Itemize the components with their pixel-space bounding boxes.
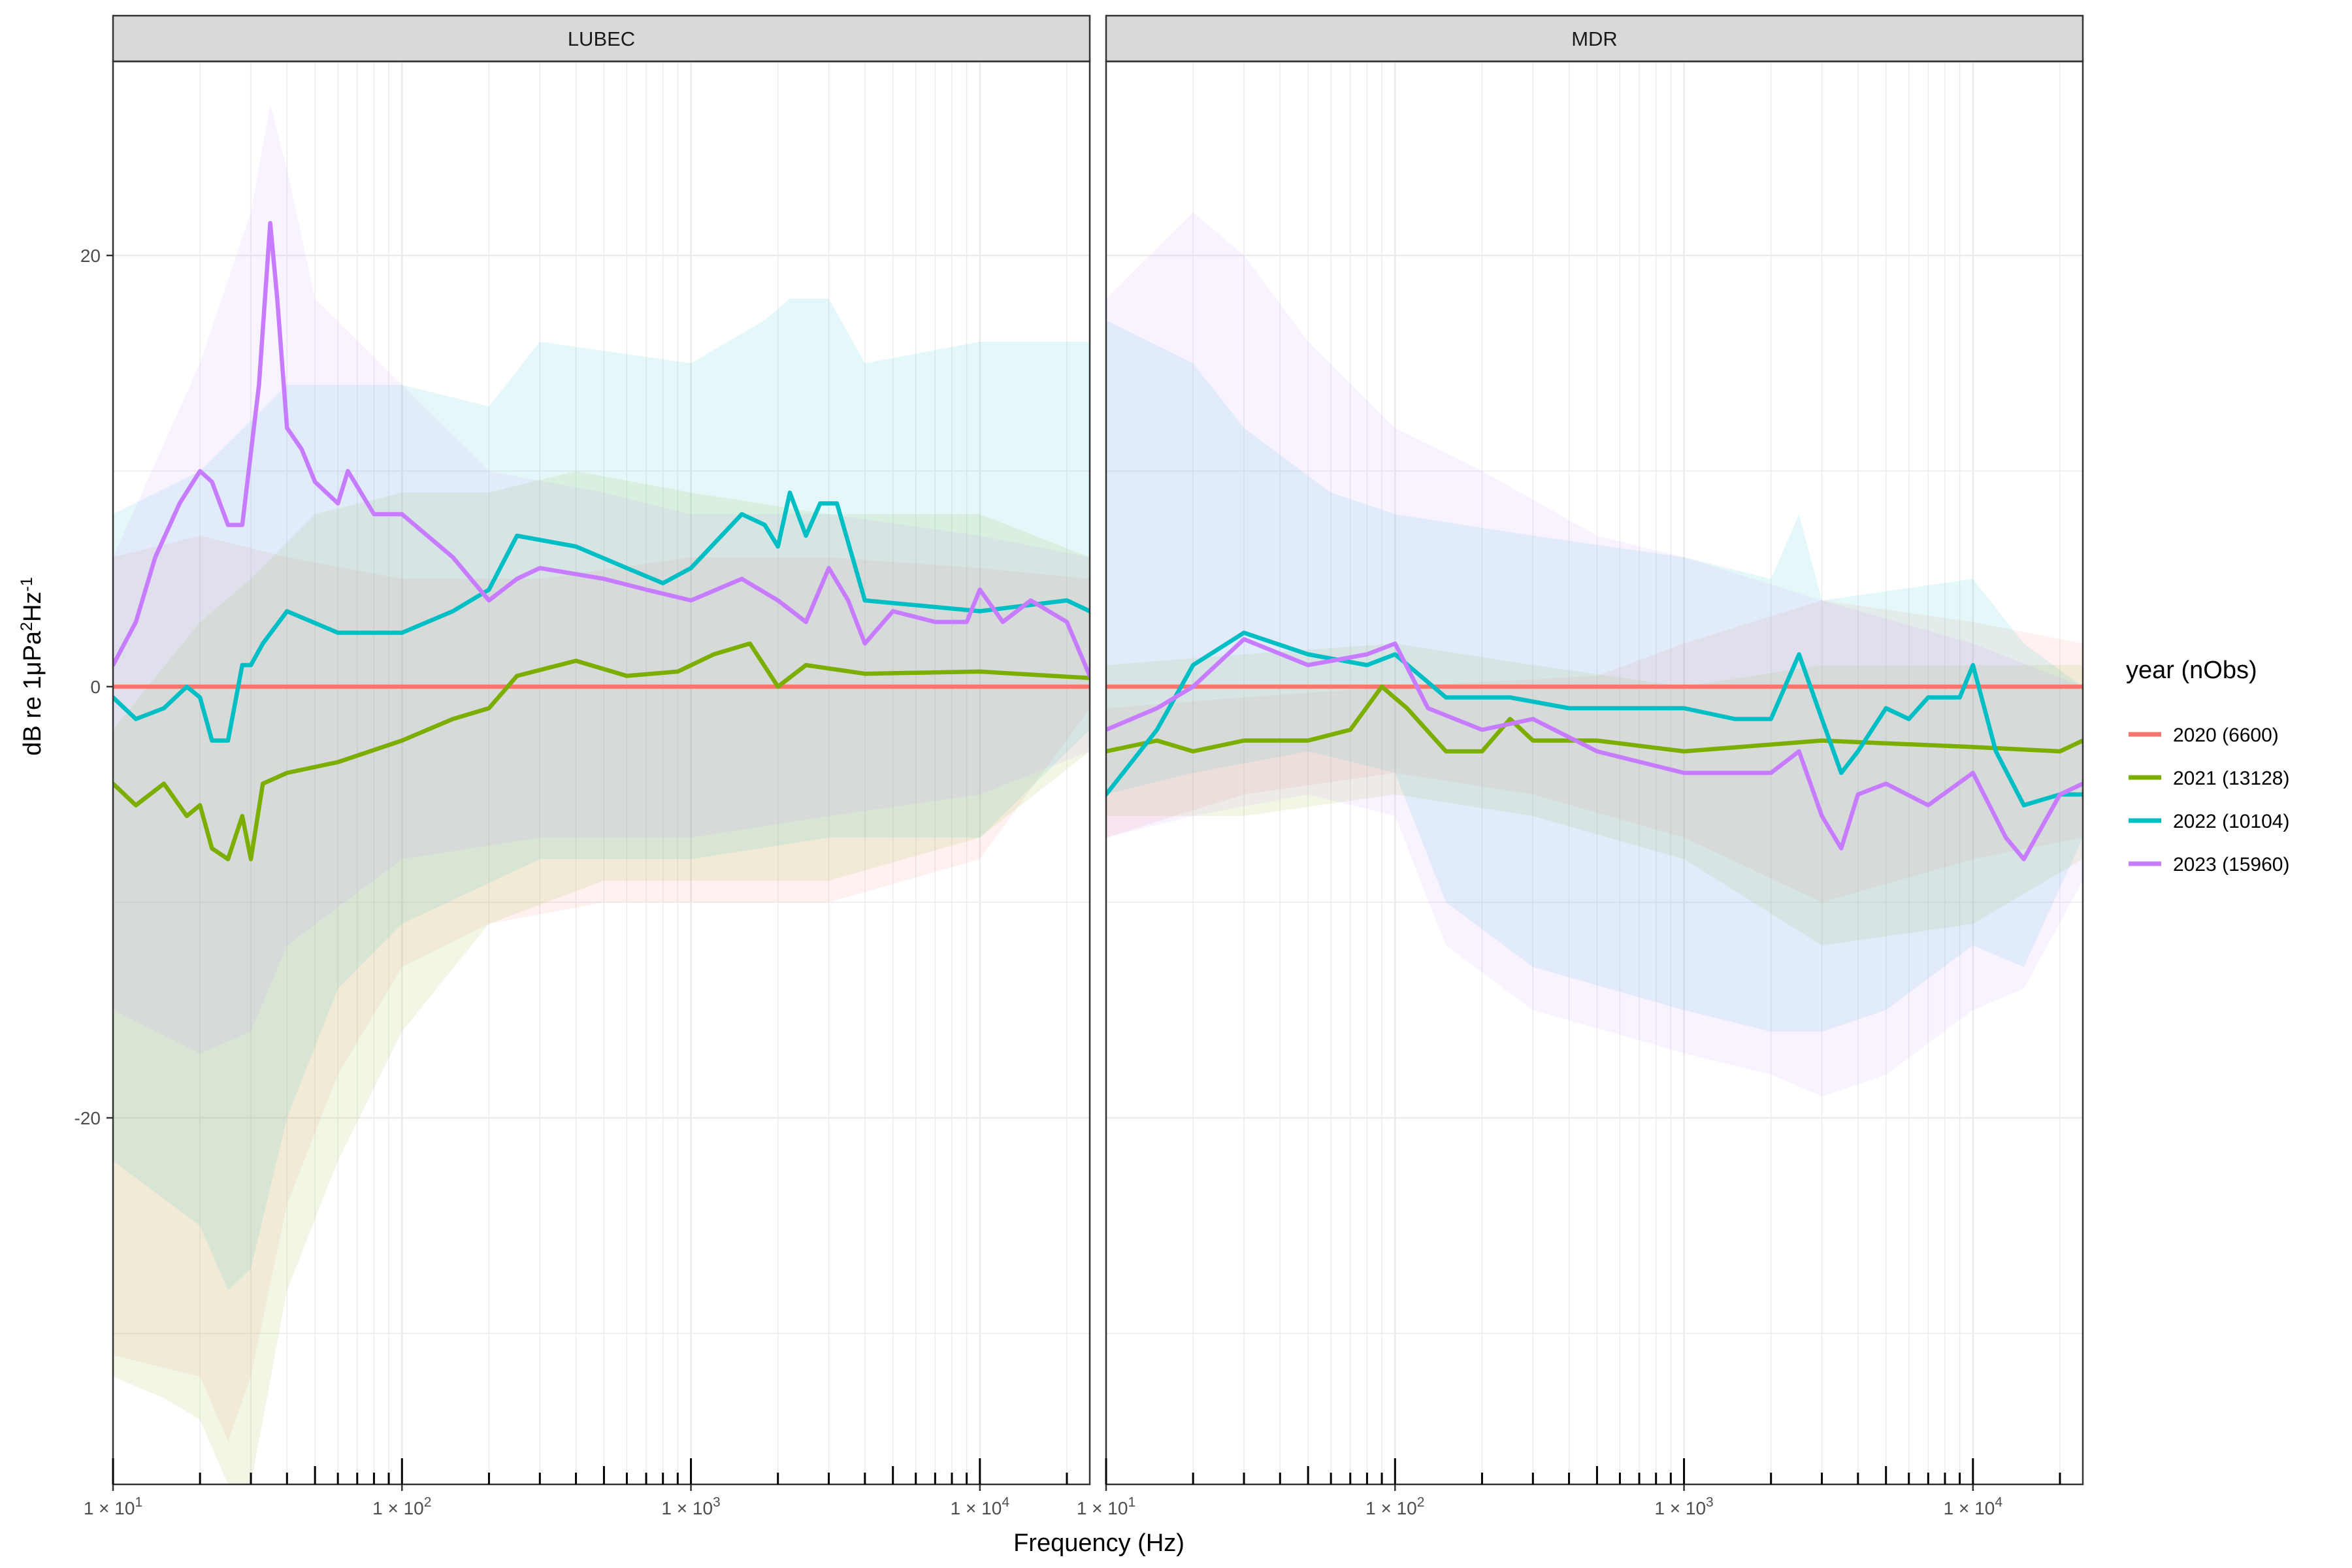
series-line-2023 xyxy=(1106,637,2083,862)
legend-title: year (nObs) xyxy=(2126,657,2257,684)
legend: year (nObs) 2020 (6600) 2021 (13128) 2022 … xyxy=(2126,657,2289,875)
legend-entry: 2020 (6600) xyxy=(2173,725,2279,746)
x-tick-label: 1 × 101 xyxy=(84,1495,142,1518)
y-axis: -20 0 20 xyxy=(74,246,113,1128)
legend-entry: 2023 (15960) xyxy=(2173,854,2289,875)
series-line-2021 xyxy=(1106,684,2083,754)
panel-lubec: LUBEC xyxy=(112,14,1091,1486)
panel-strip-label: LUBEC xyxy=(568,27,635,50)
series-line-2021 xyxy=(113,641,1090,862)
ribbon-2023 xyxy=(1106,212,2083,1096)
y-tick-label: -20 xyxy=(74,1108,101,1128)
series-line-2023 xyxy=(113,221,1090,678)
legend-entry: 2022 (10104) xyxy=(2173,811,2289,832)
x-tick-label: 1 × 102 xyxy=(372,1495,431,1518)
x-axis-title: Frequency (Hz) xyxy=(1013,1529,1184,1557)
panel-mdr: MDR xyxy=(1105,14,2084,1486)
x-tick-label: 1 × 102 xyxy=(1365,1495,1424,1518)
ribbon-2021 xyxy=(1106,644,2083,945)
x-tick-label: 1 × 101 xyxy=(1077,1495,1135,1518)
series-line-2022 xyxy=(1106,630,2083,808)
ribbon-2021 xyxy=(113,471,1090,1484)
ribbon-2020 xyxy=(113,536,1090,1441)
ribbon-2022 xyxy=(113,299,1090,1290)
panel-border xyxy=(1105,60,2084,1486)
y-tick-label: 20 xyxy=(80,246,101,266)
log-ticks xyxy=(112,1458,1068,1484)
x-tick-label: 1 × 104 xyxy=(951,1495,1010,1518)
panel-strip xyxy=(112,14,1091,63)
x-tick-label: 1 × 103 xyxy=(1654,1495,1713,1518)
panel-strip xyxy=(1105,14,2084,63)
x-tick-label: 1 × 104 xyxy=(1944,1495,2003,1518)
series-line-2022 xyxy=(113,490,1090,743)
y-tick-label: 0 xyxy=(90,677,101,697)
x-axis: 1 × 101 1 × 102 1 × 103 1 × 104 1 × 101 1 × 1… xyxy=(84,1484,2002,1518)
log-ticks xyxy=(1105,1458,2061,1484)
panel-border xyxy=(112,60,1091,1486)
ribbon-2022 xyxy=(1106,320,2083,1032)
x-tick-label: 1 × 103 xyxy=(661,1495,720,1518)
panel-strip-label: MDR xyxy=(1571,27,1618,50)
y-axis-title: dB re 1μPa2Hz-1 xyxy=(18,577,46,755)
legend-entry: 2021 (13128) xyxy=(2173,768,2289,789)
